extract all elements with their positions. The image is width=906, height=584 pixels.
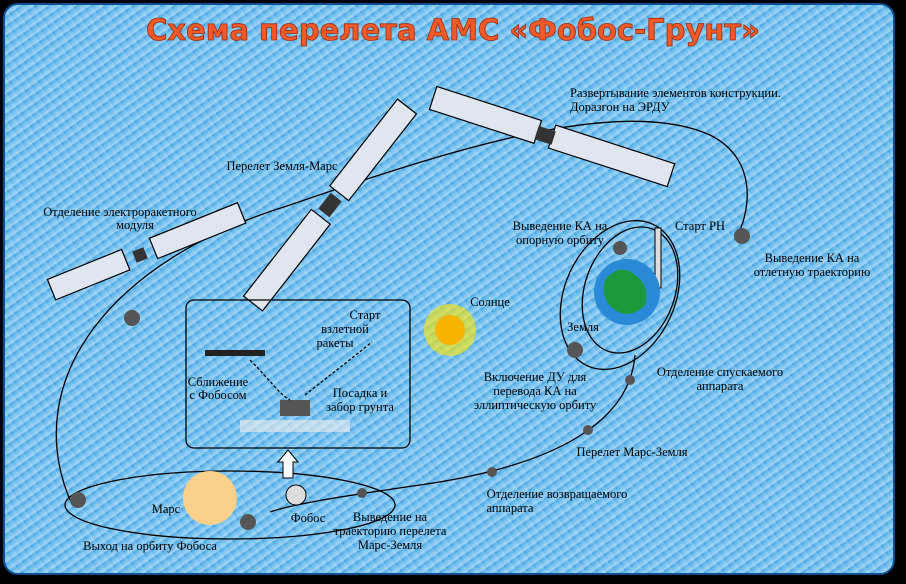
diagram: Схема перелета АМС «Фобос-Грунт» xyxy=(0,0,906,584)
label: с Фобосом xyxy=(189,388,246,402)
phobos xyxy=(286,485,306,505)
label: Выведение КА на xyxy=(765,251,860,265)
mars xyxy=(183,471,237,525)
label: Перелет Марс-Земля xyxy=(576,445,687,459)
label: модуля xyxy=(116,218,154,232)
label: аппарата xyxy=(487,501,534,515)
label: Марс xyxy=(152,502,181,516)
title: Схема перелета АМС «Фобос-Грунт» xyxy=(146,13,760,47)
label: Доразгон на ЭРДУ xyxy=(570,100,670,114)
label: аппарата xyxy=(697,379,744,393)
label: Выход на орбиту Фобоса xyxy=(83,539,217,553)
label: Старт РН xyxy=(675,219,725,233)
label: Отделение электроракетного xyxy=(43,205,197,219)
label: Выведение КА на xyxy=(513,219,608,233)
label: Включение ДУ для xyxy=(484,370,587,384)
label: Отделение возвращаемого xyxy=(487,487,628,501)
label: эллиптическую орбиту xyxy=(474,398,597,412)
label: Солнце xyxy=(470,295,510,309)
label: забор грунта xyxy=(326,400,394,414)
label: Старт xyxy=(350,308,381,322)
label: опорную орбиту xyxy=(516,233,605,247)
label: Посадка и xyxy=(333,386,388,400)
label: Фобос xyxy=(291,511,326,525)
label: Отделение спускаемого xyxy=(657,365,783,379)
sun xyxy=(424,304,476,356)
label: взлетной xyxy=(321,322,369,336)
label: Марс-Земля xyxy=(358,538,423,552)
label: Выведение на xyxy=(353,510,428,524)
label: перевода КА на xyxy=(493,384,577,398)
label: отлетную траекторию xyxy=(754,265,871,279)
label: ракеты xyxy=(317,336,355,350)
label: Земля xyxy=(567,320,599,334)
label: Развертывание элементов конструкции. xyxy=(570,86,781,100)
label: траекторию перелета xyxy=(334,524,447,538)
label: Сближение xyxy=(188,375,249,389)
label: Перелет Земля-Марс xyxy=(226,159,338,173)
earth xyxy=(594,259,660,325)
